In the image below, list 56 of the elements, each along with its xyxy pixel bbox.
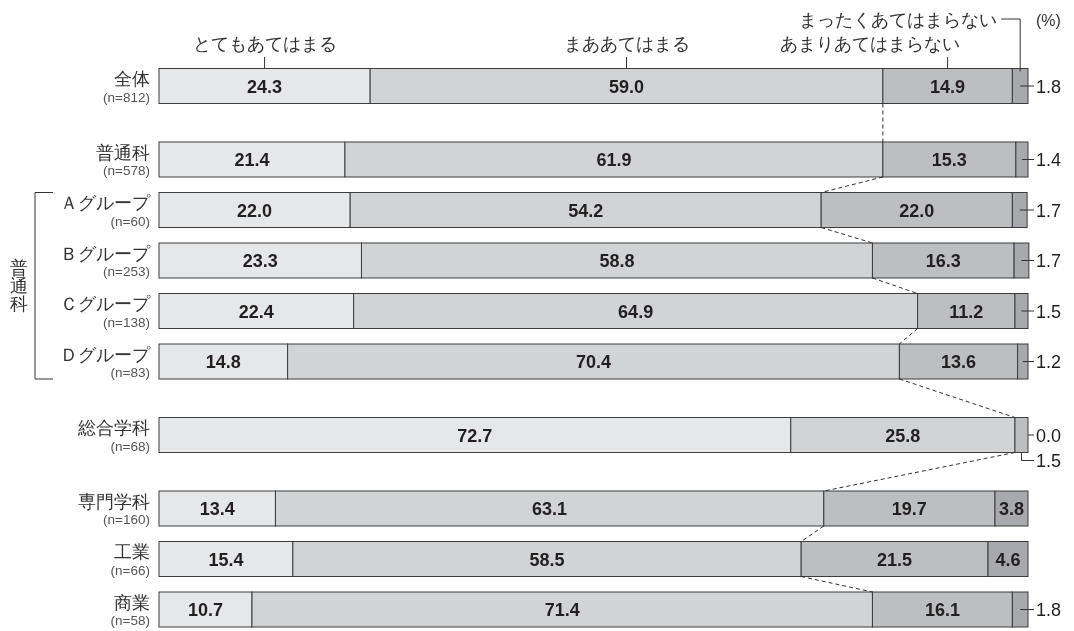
data-label: 15.4 [208,549,244,570]
data-label: 16.3 [925,251,961,271]
series-label: とてもあてはまる [192,33,337,54]
data-label: 59.0 [609,76,645,97]
y-tick-label: Ｂグループ (n=253) [60,242,151,279]
y-tick-label: Ｄグループ (n=83) [60,343,151,380]
data-label: 63.1 [532,499,568,519]
data-label: 22.0 [237,200,273,221]
y-tick-label: 工業 (n=66) [110,541,150,578]
y-tick-label: Ａグループ (n=60) [60,192,151,229]
data-label: 24.3 [247,76,283,97]
data-label: 19.7 [891,499,927,519]
series-label: あまりあてはまらない [779,33,960,54]
y-tick-label: 普通科 (n=578) [96,141,150,178]
data-label: 25.8 [885,425,921,446]
data-label: 58.5 [529,549,565,570]
data-label: 71.4 [544,600,580,620]
data-label: 21.4 [234,150,270,170]
data-label: 13.6 [940,352,976,372]
data-label: 54.2 [568,200,604,221]
data-label: 15.3 [931,150,967,170]
y-tick-label: 全体 (n=812) [103,68,150,105]
data-label: 22.0 [899,200,935,221]
data-label: 14.9 [930,76,966,97]
data-label: 0.0 [1036,425,1062,446]
text: (%) [1036,12,1061,29]
data-label: 1.4 [1036,150,1062,170]
y-tick-label: 総合学科 (n=68) [77,417,150,454]
data-label: 72.7 [457,425,493,446]
data-label: 22.4 [238,301,274,322]
y-tick-label: 専門学科 (n=160) [78,490,150,527]
data-label: 23.3 [242,251,278,271]
data-label: 1.7 [1036,251,1062,271]
series-label: まああてはまる [563,33,690,54]
data-label: 3.8 [998,499,1024,519]
data-label: 64.9 [618,301,654,322]
data-label: 61.9 [596,150,632,170]
data-label: 1.5 [1036,451,1062,471]
data-label: 1.8 [1036,76,1062,97]
data-label: 10.7 [187,600,224,620]
data-label: 21.5 [877,549,913,570]
data-label: 13.4 [199,499,235,519]
data-label: 14.8 [205,352,241,372]
y-tick-label: 商業 (n=58) [110,591,150,628]
data-label: 1.7 [1036,200,1062,221]
data-label: 58.8 [599,251,635,271]
data-label: 1.8 [1036,600,1062,620]
data-label: 1.2 [1036,352,1062,372]
text: まったくあてはまらない [799,9,998,30]
data-label: 4.6 [995,549,1021,570]
data-label: 11.2 [949,301,984,322]
data-label: 16.1 [924,600,960,620]
data-label: 70.4 [575,352,612,372]
data-label: 1.5 [1036,301,1062,322]
y-tick-label: Ｃグループ (n=138) [60,293,151,330]
text: 普通科 [10,256,28,314]
